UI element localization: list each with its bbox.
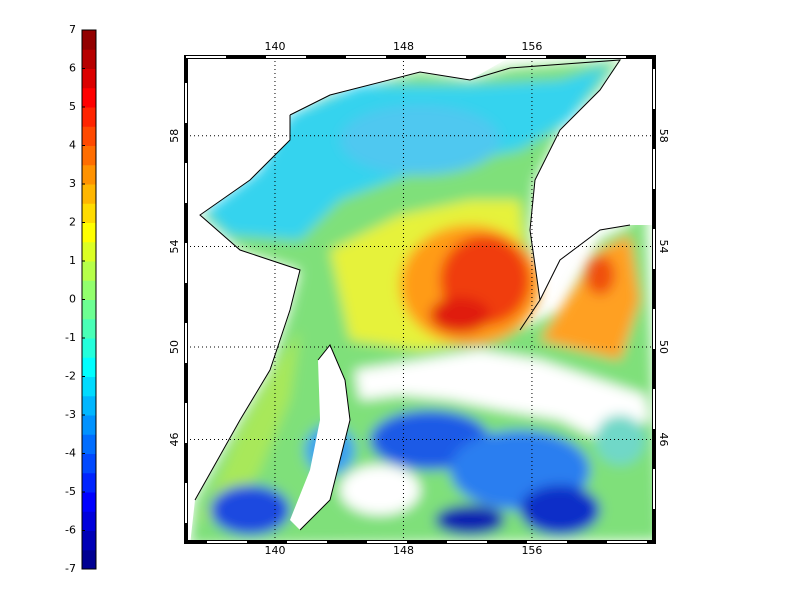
y-tick-label: 46: [168, 432, 181, 446]
x-tick-label: 156: [521, 40, 542, 53]
y-tick-label: 58: [168, 129, 181, 143]
graticule: [186, 57, 654, 542]
colorbar-level: [82, 222, 96, 243]
colorbar-tick-label: -1: [65, 331, 76, 344]
y-tick-label: 54: [168, 239, 181, 253]
colorbar-level: [82, 164, 96, 185]
colorbar-level: [82, 184, 96, 204]
x-tick-label: 140: [264, 40, 285, 53]
colorbar-tick-label: 0: [69, 293, 76, 306]
y-tick-label: 50: [168, 340, 181, 354]
colorbar-tick-label: 7: [69, 23, 76, 36]
colorbar-tick-label: 3: [69, 177, 76, 190]
colorbar-tick-label: -2: [65, 370, 76, 383]
colorbar-tick-label: -4: [65, 447, 76, 460]
colorbar-level: [82, 68, 96, 89]
colorbar-level: [82, 492, 96, 512]
colorbar-level: [82, 415, 96, 435]
colorbar-level: [82, 203, 96, 223]
colorbar-level: [82, 434, 96, 454]
colorbar-level: [82, 511, 96, 531]
colorbar-level: [82, 126, 96, 146]
colorbar-tick-label: 5: [69, 100, 76, 113]
colorbar-level: [82, 318, 96, 339]
y-tick-label: 50: [657, 340, 670, 354]
y-tick-label: 58: [657, 129, 670, 143]
x-tick-label: 156: [521, 544, 542, 557]
colorbar-tick-label: 4: [69, 139, 76, 152]
colorbar-tick-label: -6: [65, 524, 76, 537]
colorbar-level: [82, 87, 96, 108]
colorbar-level: [82, 261, 96, 281]
colorbar-tick-label: -7: [65, 562, 76, 575]
colorbar: -7 -6 -5 -4 -3 -2 -1 0 1 2 3 4 5 6 7: [65, 23, 97, 575]
colorbar-tick-label: 2: [69, 216, 76, 229]
y-tick-label: 46: [657, 432, 670, 446]
y-tick-label: 54: [657, 239, 670, 253]
colorbar-level: [82, 280, 96, 300]
colorbar-level: [82, 145, 96, 166]
colorbar-tick-label: 6: [69, 62, 76, 75]
colorbar-level: [82, 395, 96, 416]
colorbar-level: [82, 530, 96, 551]
colorbar-level: [82, 241, 96, 262]
colorbar-level: [82, 453, 96, 474]
map-frame: [184, 55, 656, 544]
colorbar-level: [82, 107, 96, 127]
colorbar-level: [82, 338, 96, 358]
colorbar-tick-label: -5: [65, 485, 76, 498]
x-tick-label: 148: [393, 544, 414, 557]
colorbar-level: [82, 357, 96, 377]
colorbar-tick-label: -3: [65, 408, 76, 421]
colorbar-level: [82, 299, 96, 320]
x-tick-label: 140: [264, 544, 285, 557]
colorbar-tick-label: 1: [69, 254, 76, 267]
data-field: [186, 57, 654, 542]
colorbar-level: [82, 49, 96, 69]
colorbar-level: [82, 30, 96, 50]
colorbar-level: [82, 376, 96, 397]
x-tick-label: 148: [393, 40, 414, 53]
colorbar-level: [82, 472, 96, 493]
colorbar-level: [82, 549, 96, 570]
